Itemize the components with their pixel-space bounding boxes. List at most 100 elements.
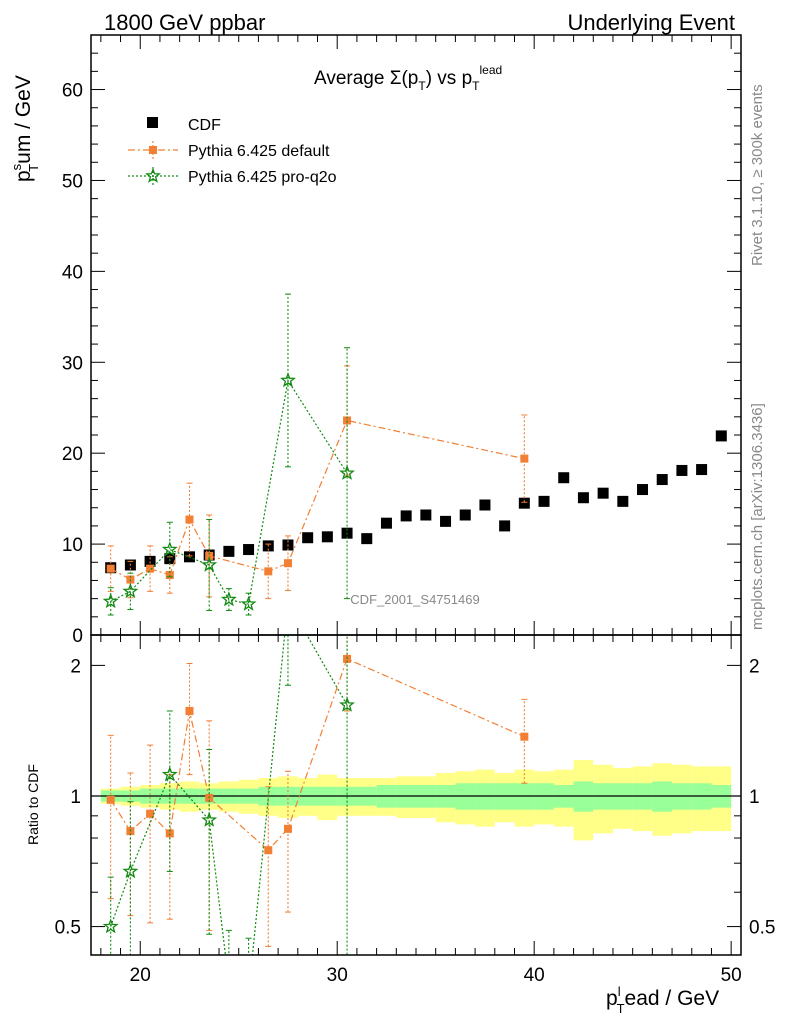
ratio-xtick-label: 40 [524,965,545,986]
ratio-default-point [283,824,292,833]
ratio-proq2o-point [161,766,178,782]
ratio-proq2o-point [339,696,355,712]
ratio-ytick-label-left: 0.5 [55,918,81,939]
title-sub2: T [472,79,480,93]
ratio-default-point [520,732,529,741]
ratio-ytick-label-right: 0.5 [749,918,775,939]
cdf-data-point [164,553,176,565]
cdf-data-point [400,510,412,522]
main-ytick-label: 10 [62,535,83,556]
default-data-point [106,564,115,573]
ratio-proq2o-point [122,863,139,879]
xlabel-rest: ead / GeV [625,987,720,1010]
analysis-watermark: CDF_2001_S4751469 [350,592,479,607]
cdf-data-point [361,533,373,545]
header-right: Underlying Event [567,10,735,35]
proq2o-data-point [201,556,218,572]
default-data-point [283,559,292,568]
xlabel-base: p [606,987,618,1010]
ylabel-base: p [12,170,35,182]
ratio-default-line [110,658,525,852]
default-series-line [110,419,525,581]
header-left: 1800 GeV ppbar [104,10,265,35]
mcplots-label: mcplots.cern.ch [arXiv:1306.3436] [749,403,766,630]
cdf-data-point [518,497,530,509]
main-axis-ticks: 0 10 20 30 40 50 60 [62,35,741,647]
ratio-default-point [185,706,194,715]
legend-label-cdf: CDF [188,117,221,134]
proq2o-data-point [122,583,139,599]
main-ytick-label: 50 [62,171,83,192]
default-data-point [146,564,155,573]
legend-marker-cdf [147,117,158,128]
ratio-default-point [264,846,273,855]
cdf-data-point [440,515,452,527]
cdf-data-point [420,509,432,521]
ratio-proq2o-point [242,987,254,999]
proq2o-data-point [161,541,178,557]
ylabel-sup: s [9,163,24,170]
cdf-data-point [499,520,511,532]
cdf-data-point [656,474,668,486]
main-ytick-label: 0 [72,626,83,647]
ratio-proq2o-point [201,811,218,827]
proq2o-data-point [220,591,237,607]
cdf-data-point [597,487,609,499]
ratio-proq2o-line [110,635,348,955]
cdf-data-point [459,509,471,521]
main-title: Average Σ(pT) vs pTlead [314,63,502,93]
proq2o-data-point [280,372,296,388]
proq2o-data-point [102,593,119,609]
default-data-point [520,454,529,463]
cdf-data-point [577,492,589,504]
default-data-point [343,416,352,425]
cdf-data-point [558,472,570,484]
legend: CDF Pythia 6.425 default Pythia 6.425 pr… [128,117,337,186]
ratio-ytick-label-left: 1 [70,787,81,808]
ratio-xtick-label: 50 [721,965,742,986]
ratio-default-point [165,829,174,838]
rivet-version-label: Rivet 3.1.10, ≥ 300k events [749,84,766,266]
main-plot-marks [102,293,727,616]
cdf-data-point [321,531,333,543]
main-ytick-label: 60 [62,81,83,102]
legend-marker-default [149,146,157,154]
ratio-proq2o-point [223,977,235,989]
cdf-data-point [676,464,688,476]
ylabel-rest: um / GeV [12,75,35,164]
main-ytick-label: 40 [62,262,83,283]
main-ylabel: ps Tum / GeV [9,75,41,182]
cdf-data-point [538,495,550,507]
ratio-xtick-label: 20 [130,965,151,986]
ratio-ytick-label-right: 1 [749,787,760,808]
title-sub1: T [418,79,426,93]
ratio-xtick-label: 30 [327,965,348,986]
cdf-data-point [302,532,314,544]
ratio-axis-ticks: 0.5 0.5 1 1 2 2 20 30 40 50 [55,635,775,986]
proq2o-data-point [339,464,355,480]
default-data-point [185,515,194,524]
title-sup: lead [479,63,502,77]
cdf-data-point [696,464,708,476]
ylabel-sub: T [26,164,41,172]
default-data-point [205,551,214,560]
ratio-proq2o-point [102,918,119,934]
main-ytick-label: 30 [62,353,83,374]
title-part1: Average Σ(p [314,68,418,89]
cdf-data-point [715,430,727,442]
cdf-data-point [380,517,392,529]
xlabel-sup: l [618,984,621,999]
ratio-ylabel: Ratio to CDF [25,764,41,845]
cdf-data-point [637,484,649,496]
cdf-data-point [223,545,235,557]
cdf-data-point [243,544,255,556]
default-data-point [264,567,273,576]
cdf-data-point [617,495,629,507]
ratio-ytick-label-right: 2 [749,656,760,677]
title-part2: ) vs p [426,68,472,89]
cdf-data-point [479,499,491,511]
main-ytick-label: 20 [62,444,83,465]
ratio-plot-marks [91,635,741,999]
legend-label-default: Pythia 6.425 default [188,143,330,160]
